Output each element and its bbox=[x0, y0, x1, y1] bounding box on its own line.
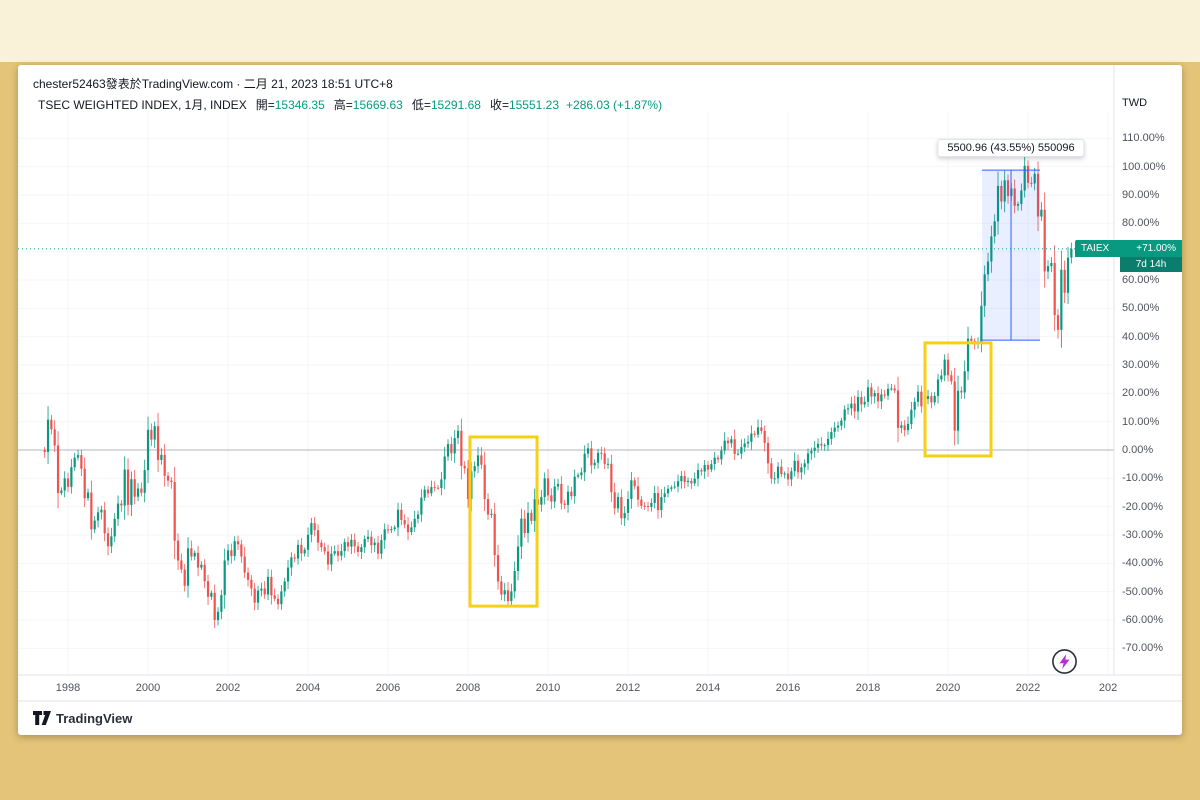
price-range-label[interactable]: 5500.96 (43.55%) 550096 bbox=[937, 139, 1085, 157]
currency-label: TWD bbox=[1122, 97, 1148, 109]
price-axis[interactable]: TWD 110.00%100.00%90.00%80.00%70.00%60.0… bbox=[1114, 65, 1182, 675]
price-label: 60.00% bbox=[1122, 274, 1160, 286]
time-label: 2004 bbox=[295, 682, 321, 694]
price-label: 10.00% bbox=[1122, 415, 1160, 428]
chart-snapshot-card: chester52463發表於TradingView.com · 二月 21, … bbox=[18, 65, 1182, 735]
last-price-badge[interactable]: TAIEX +71.00% 7d 14h bbox=[1075, 240, 1182, 272]
price-label: -40.00% bbox=[1122, 557, 1163, 570]
symbol-legend[interactable]: TSEC WEIGHTED INDEX, 1月, INDEX 開=15346.35… bbox=[38, 96, 662, 113]
time-label: 2022 bbox=[1015, 682, 1041, 694]
price-label: 100.00% bbox=[1122, 160, 1166, 173]
time-label: 2010 bbox=[535, 682, 561, 694]
time-label: 2006 bbox=[375, 682, 401, 694]
time-label: 2008 bbox=[455, 682, 481, 694]
boost-lightning-button[interactable] bbox=[1051, 648, 1078, 675]
price-label: -30.00% bbox=[1122, 528, 1163, 541]
time-label: 2020 bbox=[935, 682, 961, 694]
time-label: 2002 bbox=[215, 682, 241, 694]
time-label: 2012 bbox=[615, 682, 641, 694]
price-label: 90.00% bbox=[1122, 189, 1160, 201]
legend-symbol: TSEC WEIGHTED INDEX, 1月, INDEX bbox=[38, 98, 247, 112]
price-label: -50.00% bbox=[1122, 585, 1163, 598]
page-background-top bbox=[0, 0, 1200, 62]
price-label: 40.00% bbox=[1122, 330, 1160, 343]
price-label: -10.00% bbox=[1122, 472, 1163, 485]
time-label: 2014 bbox=[695, 682, 721, 694]
badge-symbol: TAIEX bbox=[1081, 243, 1110, 254]
legend-high-value: 15669.63 bbox=[352, 98, 403, 112]
legend-low-label: 低= bbox=[411, 98, 431, 112]
time-label: 2016 bbox=[775, 682, 801, 694]
chart-canvas[interactable] bbox=[18, 65, 1182, 735]
time-label: 2000 bbox=[135, 682, 161, 694]
price-label: 0.00% bbox=[1122, 444, 1154, 456]
time-label: 2018 bbox=[855, 682, 881, 694]
price-label: 110.00% bbox=[1122, 132, 1165, 145]
lightning-bolt-icon bbox=[1059, 654, 1070, 669]
price-label: 30.00% bbox=[1122, 359, 1160, 371]
tradingview-logo-icon[interactable] bbox=[32, 710, 52, 726]
price-label: 80.00% bbox=[1122, 217, 1160, 230]
legend-change: +286.03 (+1.87%) bbox=[566, 98, 663, 112]
badge-change: +71.00% bbox=[1136, 243, 1176, 254]
legend-high-label: 高= bbox=[333, 98, 353, 112]
time-label: 202 bbox=[1098, 682, 1118, 694]
footer-bar: TradingView bbox=[18, 702, 1182, 735]
price-label: -20.00% bbox=[1122, 500, 1163, 513]
price-label: 20.00% bbox=[1122, 387, 1160, 400]
byline[interactable]: chester52463發表於TradingView.com · 二月 21, … bbox=[33, 77, 393, 91]
price-label: 50.00% bbox=[1122, 302, 1160, 315]
bar-countdown: 7d 14h bbox=[1120, 257, 1182, 272]
legend-open-label: 開= bbox=[255, 98, 275, 112]
price-label: -70.00% bbox=[1122, 642, 1163, 655]
legend-close-label: 收= bbox=[489, 98, 509, 112]
time-axis[interactable]: 1998 2000 2002 2004 2006 2008 2010 2012 2014 2016… bbox=[18, 675, 1122, 701]
price-label: -60.00% bbox=[1122, 613, 1163, 626]
legend-open-value: 15346.35 bbox=[274, 98, 325, 112]
legend-close-value: 15551.23 bbox=[508, 98, 560, 112]
legend-low-value: 15291.68 bbox=[430, 98, 481, 112]
tradingview-brand[interactable]: TradingView bbox=[56, 711, 133, 726]
time-label: 1998 bbox=[55, 682, 81, 694]
